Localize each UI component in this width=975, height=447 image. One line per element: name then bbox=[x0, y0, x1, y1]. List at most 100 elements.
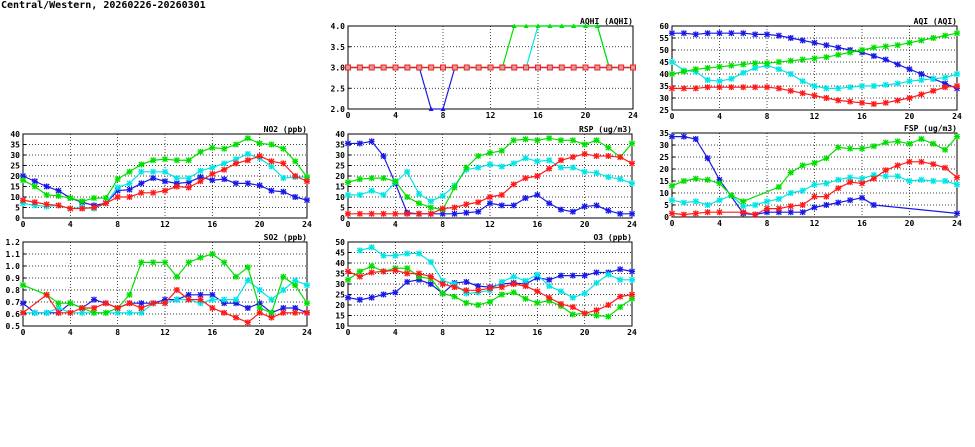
data-point bbox=[292, 282, 299, 289]
y-tick-label: 25 bbox=[659, 106, 669, 115]
data-point bbox=[617, 276, 624, 283]
y-tick-label: 15 bbox=[10, 183, 20, 192]
y-tick-label: 5 bbox=[15, 204, 20, 213]
data-point bbox=[138, 309, 145, 316]
data-point bbox=[918, 77, 925, 83]
data-point bbox=[185, 157, 192, 164]
chart-aqhi: 2.0 2.5 3.0 3.5 4.0 0 4 8 12 16 20 24 AQHI (AQHI) bbox=[331, 17, 638, 120]
data-point bbox=[440, 64, 446, 71]
data-point bbox=[498, 284, 505, 291]
data-point bbox=[581, 141, 588, 148]
y-tick-label: 0 bbox=[340, 214, 345, 223]
data-point bbox=[221, 145, 228, 152]
series-green bbox=[20, 135, 310, 205]
data-point bbox=[31, 199, 38, 206]
data-point bbox=[487, 194, 493, 200]
data-point bbox=[728, 84, 735, 91]
y-tick-label: 30 bbox=[659, 94, 669, 103]
data-point bbox=[126, 300, 133, 307]
data-point bbox=[680, 199, 687, 206]
data-point bbox=[942, 84, 949, 91]
data-point bbox=[404, 194, 411, 200]
x-tick-label: 16 bbox=[533, 328, 543, 337]
data-point bbox=[126, 309, 133, 316]
x-tick-label: 20 bbox=[580, 220, 590, 229]
data-point bbox=[569, 137, 576, 144]
series-red bbox=[345, 64, 636, 71]
data-point bbox=[930, 140, 937, 147]
data-point bbox=[942, 80, 949, 87]
x-tick-label: 24 bbox=[302, 328, 312, 337]
data-point bbox=[368, 269, 375, 276]
data-point bbox=[91, 296, 97, 303]
data-point bbox=[669, 71, 675, 77]
data-point bbox=[221, 300, 228, 307]
data-point bbox=[835, 85, 842, 92]
y-tick-label: 10 bbox=[10, 193, 20, 202]
data-point bbox=[304, 309, 310, 316]
data-point bbox=[209, 144, 216, 151]
data-point bbox=[268, 296, 275, 303]
series-cyan bbox=[669, 172, 960, 210]
data-point bbox=[847, 84, 854, 91]
data-point bbox=[811, 55, 818, 62]
data-point bbox=[775, 85, 782, 92]
data-point bbox=[605, 313, 612, 320]
data-point bbox=[510, 160, 517, 167]
data-point bbox=[487, 149, 493, 156]
x-tick-label: 0 bbox=[670, 219, 675, 228]
data-point bbox=[823, 155, 830, 162]
y-tick-label: 10 bbox=[335, 193, 345, 202]
data-point bbox=[126, 168, 133, 175]
data-point bbox=[954, 210, 960, 217]
data-point bbox=[787, 87, 794, 94]
data-point bbox=[870, 175, 877, 182]
data-point bbox=[475, 302, 482, 308]
data-point bbox=[67, 309, 74, 316]
x-tick-label: 24 bbox=[627, 328, 637, 337]
data-point bbox=[534, 158, 541, 165]
data-point bbox=[114, 187, 121, 194]
data-point bbox=[870, 44, 877, 51]
data-point bbox=[256, 309, 263, 316]
x-tick-label: 24 bbox=[952, 112, 962, 121]
data-point bbox=[510, 202, 517, 209]
data-point bbox=[680, 133, 687, 140]
x-tick-label: 12 bbox=[485, 328, 495, 337]
data-point bbox=[522, 136, 529, 143]
data-point bbox=[787, 169, 794, 176]
data-point bbox=[918, 136, 925, 142]
data-point bbox=[244, 157, 251, 164]
data-point bbox=[764, 205, 770, 212]
data-point bbox=[31, 202, 38, 209]
data-point bbox=[451, 284, 458, 291]
data-point bbox=[799, 78, 806, 85]
data-point bbox=[859, 145, 865, 152]
data-point bbox=[799, 187, 806, 194]
data-point bbox=[244, 150, 251, 157]
x-tick-label: 0 bbox=[346, 328, 351, 337]
data-point bbox=[882, 43, 889, 50]
data-point bbox=[716, 209, 723, 216]
data-point bbox=[451, 64, 458, 71]
data-point bbox=[209, 164, 216, 171]
data-point bbox=[906, 95, 913, 101]
data-point bbox=[197, 174, 204, 181]
data-point bbox=[392, 178, 399, 185]
data-point bbox=[847, 197, 854, 204]
data-point bbox=[356, 247, 363, 254]
data-point bbox=[546, 64, 553, 71]
y-tick-label: 40 bbox=[335, 130, 345, 139]
data-point bbox=[918, 91, 925, 98]
data-point bbox=[606, 64, 613, 71]
data-point bbox=[581, 203, 588, 210]
data-point bbox=[280, 175, 287, 182]
data-point bbox=[942, 164, 949, 171]
data-point bbox=[859, 83, 865, 89]
data-point bbox=[268, 141, 275, 148]
data-point bbox=[475, 287, 482, 294]
x-tick-label: 12 bbox=[160, 328, 170, 337]
data-point bbox=[392, 289, 399, 296]
data-point bbox=[823, 42, 830, 49]
data-point bbox=[345, 276, 351, 283]
